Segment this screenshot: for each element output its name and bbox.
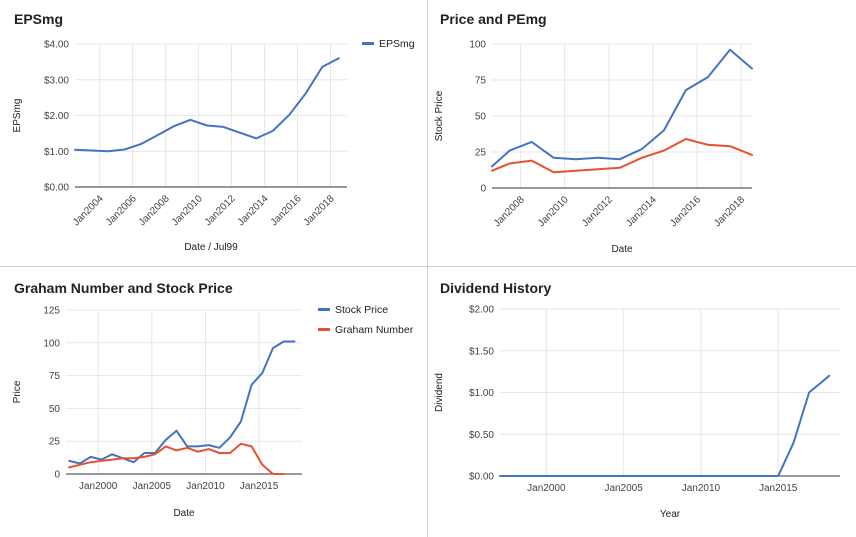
legend-label: Graham Number <box>335 324 414 336</box>
x-tick-label: Jan2010 <box>186 481 225 492</box>
x-axis-label: Date / Jul99 <box>184 242 238 253</box>
chart-title: EPSmg <box>14 11 63 27</box>
y-tick-label: 25 <box>475 148 487 159</box>
y-axis-label: Stock Price <box>434 90 445 141</box>
x-axis-label: Date <box>173 508 195 519</box>
y-tick-label: 75 <box>49 371 61 382</box>
y-tick-label: 50 <box>49 404 61 415</box>
y-tick-label: 25 <box>49 437 61 448</box>
x-tick-label: Jan2015 <box>240 481 279 492</box>
series-line <box>74 57 340 153</box>
chart-0-svg: EPSmg$0.00$1.00$2.00$3.00$4.00Jan2004Jan… <box>12 11 415 253</box>
x-tick-label: Jan2010 <box>682 483 721 494</box>
legend-label: EPSmg <box>379 38 415 50</box>
dividend-chart-panel: Dividend History $0.00 $0.50 $1.00 $1.50 $2.0… <box>428 267 856 537</box>
x-tick-label: Jan2012 <box>580 194 615 229</box>
x-tick-label: Jan2014 <box>236 193 271 228</box>
y-tick-label: $3.00 <box>44 75 69 86</box>
legend-label: Stock Price <box>335 304 388 316</box>
y-tick-label: $2.00 <box>469 305 494 316</box>
chart-title: Dividend History <box>440 280 551 296</box>
y-tick-label: $1.00 <box>44 147 69 158</box>
y-tick-label: 100 <box>469 40 486 51</box>
y-axis-label: EPSmg <box>12 99 23 133</box>
y-axis-label: Price <box>12 380 23 403</box>
y-tick-label: $0.00 <box>469 472 494 483</box>
y-tick-label: 125 <box>43 306 60 317</box>
legend-swatch <box>318 328 330 331</box>
x-tick-label: Jan2016 <box>668 194 703 229</box>
x-axis-label: Date <box>611 244 633 255</box>
x-tick-label: Jan2010 <box>170 193 205 228</box>
x-tick-label: Jan2015 <box>759 483 798 494</box>
series-line <box>491 48 753 168</box>
x-tick-label: Jan2016 <box>269 193 304 228</box>
y-tick-label: 50 <box>475 112 487 123</box>
chart-3-svg: Dividend History $0.00 $0.50 $1.00 $1.50 $2.0… <box>434 280 840 520</box>
vertical-divider <box>427 0 428 537</box>
chart-2-svg: Graham Number and Stock Price 0 25 50 75 100 1… <box>12 280 414 519</box>
y-tick-label: 100 <box>43 338 60 349</box>
x-tick-label: Jan2014 <box>624 194 659 229</box>
y-tick-label: 0 <box>480 184 486 195</box>
legend-swatch <box>318 308 330 311</box>
y-tick-label: $1.00 <box>469 388 494 399</box>
x-tick-label: Jan2018 <box>712 194 747 229</box>
x-tick-label: Jan2004 <box>71 193 106 228</box>
y-tick-label: 75 <box>475 76 487 87</box>
x-tick-label: Jan2005 <box>133 481 172 492</box>
x-tick-label: Jan2008 <box>137 193 172 228</box>
x-axis-label: Year <box>660 509 681 520</box>
x-tick-label: Jan2005 <box>604 483 643 494</box>
x-tick-label: Jan2000 <box>79 481 118 492</box>
series-line <box>499 374 831 477</box>
x-tick-label: Jan2012 <box>203 193 238 228</box>
chart-title: Price and PEmg <box>440 11 547 27</box>
y-axis-label: Dividend <box>434 373 445 412</box>
x-tick-label: Jan2018 <box>302 193 337 228</box>
y-tick-label: $0.50 <box>469 430 494 441</box>
series-line <box>491 138 753 174</box>
y-tick-label: $1.50 <box>469 346 494 357</box>
y-tick-label: $2.00 <box>44 111 69 122</box>
chart-title: Graham Number and Stock Price <box>14 280 233 296</box>
y-tick-label: $0.00 <box>44 183 69 194</box>
x-tick-label: Jan2000 <box>527 483 566 494</box>
x-tick-label: Jan2008 <box>492 194 527 229</box>
graham-chart-panel: Graham Number and Stock Price 0 25 50 75 100 1… <box>0 267 427 537</box>
x-tick-label: Jan2006 <box>104 193 139 228</box>
price-pe-chart-panel: Price and PEmg 0 25 50 75 100 Jan2008 Jan2010 Ja… <box>428 0 856 266</box>
x-tick-label: Jan2010 <box>536 194 571 229</box>
chart-1-svg: Price and PEmg 0 25 50 75 100 Jan2008 Jan2010 Ja… <box>434 11 753 255</box>
series-line <box>68 442 285 475</box>
horizontal-divider <box>0 266 856 267</box>
eps-chart-panel: EPSmg $0.00 $1.00 $2.00 $3.00 $4.00 Jan2004 Jan… <box>0 0 427 266</box>
legend-swatch <box>362 42 374 45</box>
y-tick-label: $4.00 <box>44 40 69 51</box>
y-tick-label: 0 <box>54 470 60 481</box>
series-line <box>68 340 296 465</box>
